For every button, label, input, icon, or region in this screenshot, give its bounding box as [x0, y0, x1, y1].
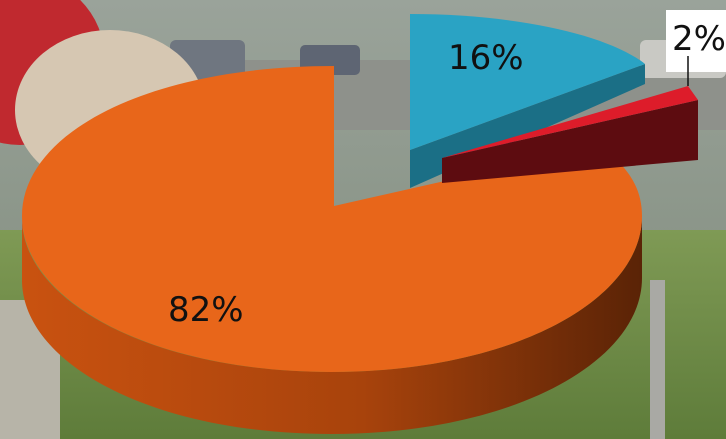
label-82: 82%: [168, 290, 244, 330]
callout-box: [666, 10, 726, 72]
slice-2-top: [442, 86, 698, 158]
pie-slice-82: [21, 66, 642, 434]
slice-82-top: [22, 66, 642, 372]
label-16: 16%: [448, 38, 524, 78]
label-2: 2%: [672, 19, 726, 59]
slice-2-side: [442, 100, 698, 183]
pie-slice-2: [442, 86, 698, 183]
slice-82-side: [21, 216, 642, 434]
slice-16-top: [410, 14, 645, 150]
